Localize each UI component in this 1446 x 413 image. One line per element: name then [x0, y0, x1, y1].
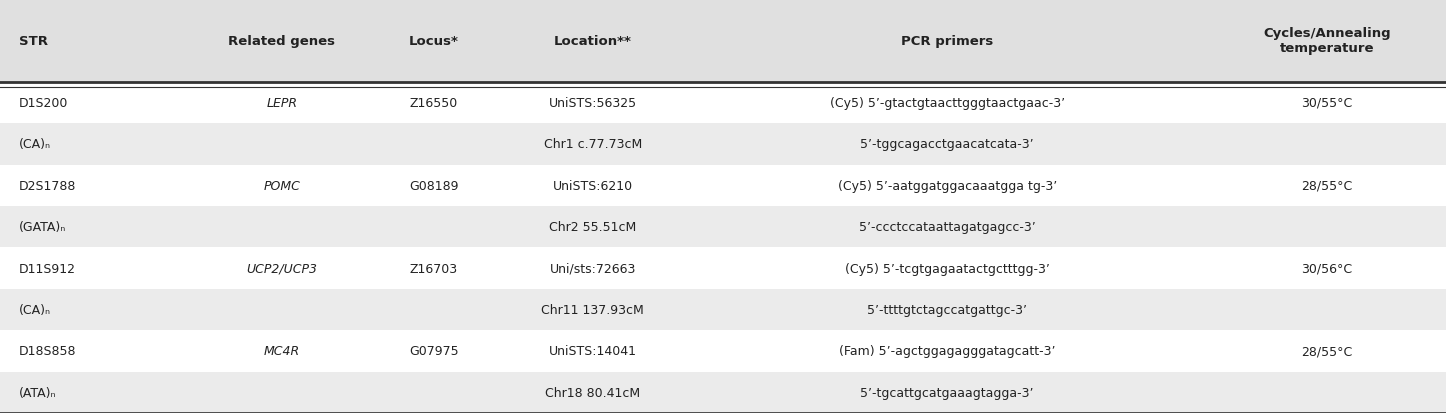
Text: LEPR: LEPR	[266, 97, 298, 110]
Text: G07975: G07975	[409, 344, 458, 358]
Text: (Cy5) 5’-tcgtgagaatactgctttgg-3’: (Cy5) 5’-tcgtgagaatactgctttgg-3’	[844, 262, 1050, 275]
Text: STR: STR	[19, 35, 48, 48]
Text: 28/55°C: 28/55°C	[1301, 179, 1352, 192]
Text: 28/55°C: 28/55°C	[1301, 344, 1352, 358]
Text: UniSTS:56325: UniSTS:56325	[549, 97, 636, 110]
Text: 5’-tggcagacctgaacatcata-3’: 5’-tggcagacctgaacatcata-3’	[860, 138, 1034, 151]
Text: (Cy5) 5’-gtactgtaacttgggtaactgaac-3’: (Cy5) 5’-gtactgtaacttgggtaactgaac-3’	[830, 97, 1064, 110]
Text: D1S200: D1S200	[19, 97, 68, 110]
Text: POMC: POMC	[263, 179, 301, 192]
Text: 5’-ttttgtctagccatgattgc-3’: 5’-ttttgtctagccatgattgc-3’	[868, 303, 1027, 316]
Text: (Cy5) 5’-aatggatggacaaatgga tg-3’: (Cy5) 5’-aatggatggacaaatgga tg-3’	[837, 179, 1057, 192]
Text: Locus*: Locus*	[409, 35, 458, 48]
Bar	[0, 165, 1446, 206]
Bar	[0, 289, 1446, 330]
Text: 5’-tgcattgcatgaaagtagga-3’: 5’-tgcattgcatgaaagtagga-3’	[860, 386, 1034, 399]
Text: Cycles/Annealing
temperature: Cycles/Annealing temperature	[1262, 27, 1391, 55]
Text: D11S912: D11S912	[19, 262, 75, 275]
Text: 5’-ccctccataattagatgagcc-3’: 5’-ccctccataattagatgagcc-3’	[859, 221, 1035, 234]
Text: 30/55°C: 30/55°C	[1301, 97, 1352, 110]
Text: (Fam) 5’-agctggagagggatagcatt-3’: (Fam) 5’-agctggagagggatagcatt-3’	[839, 344, 1056, 358]
Text: Chr2 55.51cM: Chr2 55.51cM	[549, 221, 636, 234]
Text: Chr1 c.77.73cM: Chr1 c.77.73cM	[544, 138, 642, 151]
Bar	[0, 330, 1446, 372]
Text: D18S858: D18S858	[19, 344, 77, 358]
Text: G08189: G08189	[409, 179, 458, 192]
Text: MC4R: MC4R	[265, 344, 299, 358]
Text: PCR primers: PCR primers	[901, 35, 993, 48]
Bar	[0, 0, 1446, 83]
Text: (GATA)ₙ: (GATA)ₙ	[19, 221, 67, 234]
Text: Z16550: Z16550	[409, 97, 458, 110]
Text: D2S1788: D2S1788	[19, 179, 77, 192]
Text: (CA)ₙ: (CA)ₙ	[19, 303, 51, 316]
Bar	[0, 83, 1446, 124]
Text: UniSTS:6210: UniSTS:6210	[552, 179, 633, 192]
Bar	[0, 206, 1446, 248]
Bar	[0, 372, 1446, 413]
Text: UCP2/UCP3: UCP2/UCP3	[246, 262, 318, 275]
Text: UniSTS:14041: UniSTS:14041	[549, 344, 636, 358]
Text: Chr11 137.93cM: Chr11 137.93cM	[541, 303, 645, 316]
Text: Chr18 80.41cM: Chr18 80.41cM	[545, 386, 641, 399]
Bar	[0, 124, 1446, 165]
Text: 30/56°C: 30/56°C	[1301, 262, 1352, 275]
Bar	[0, 248, 1446, 289]
Text: Z16703: Z16703	[409, 262, 458, 275]
Text: (ATA)ₙ: (ATA)ₙ	[19, 386, 56, 399]
Text: Related genes: Related genes	[228, 35, 335, 48]
Text: Uni/sts:72663: Uni/sts:72663	[549, 262, 636, 275]
Text: Location**: Location**	[554, 35, 632, 48]
Text: (CA)ₙ: (CA)ₙ	[19, 138, 51, 151]
